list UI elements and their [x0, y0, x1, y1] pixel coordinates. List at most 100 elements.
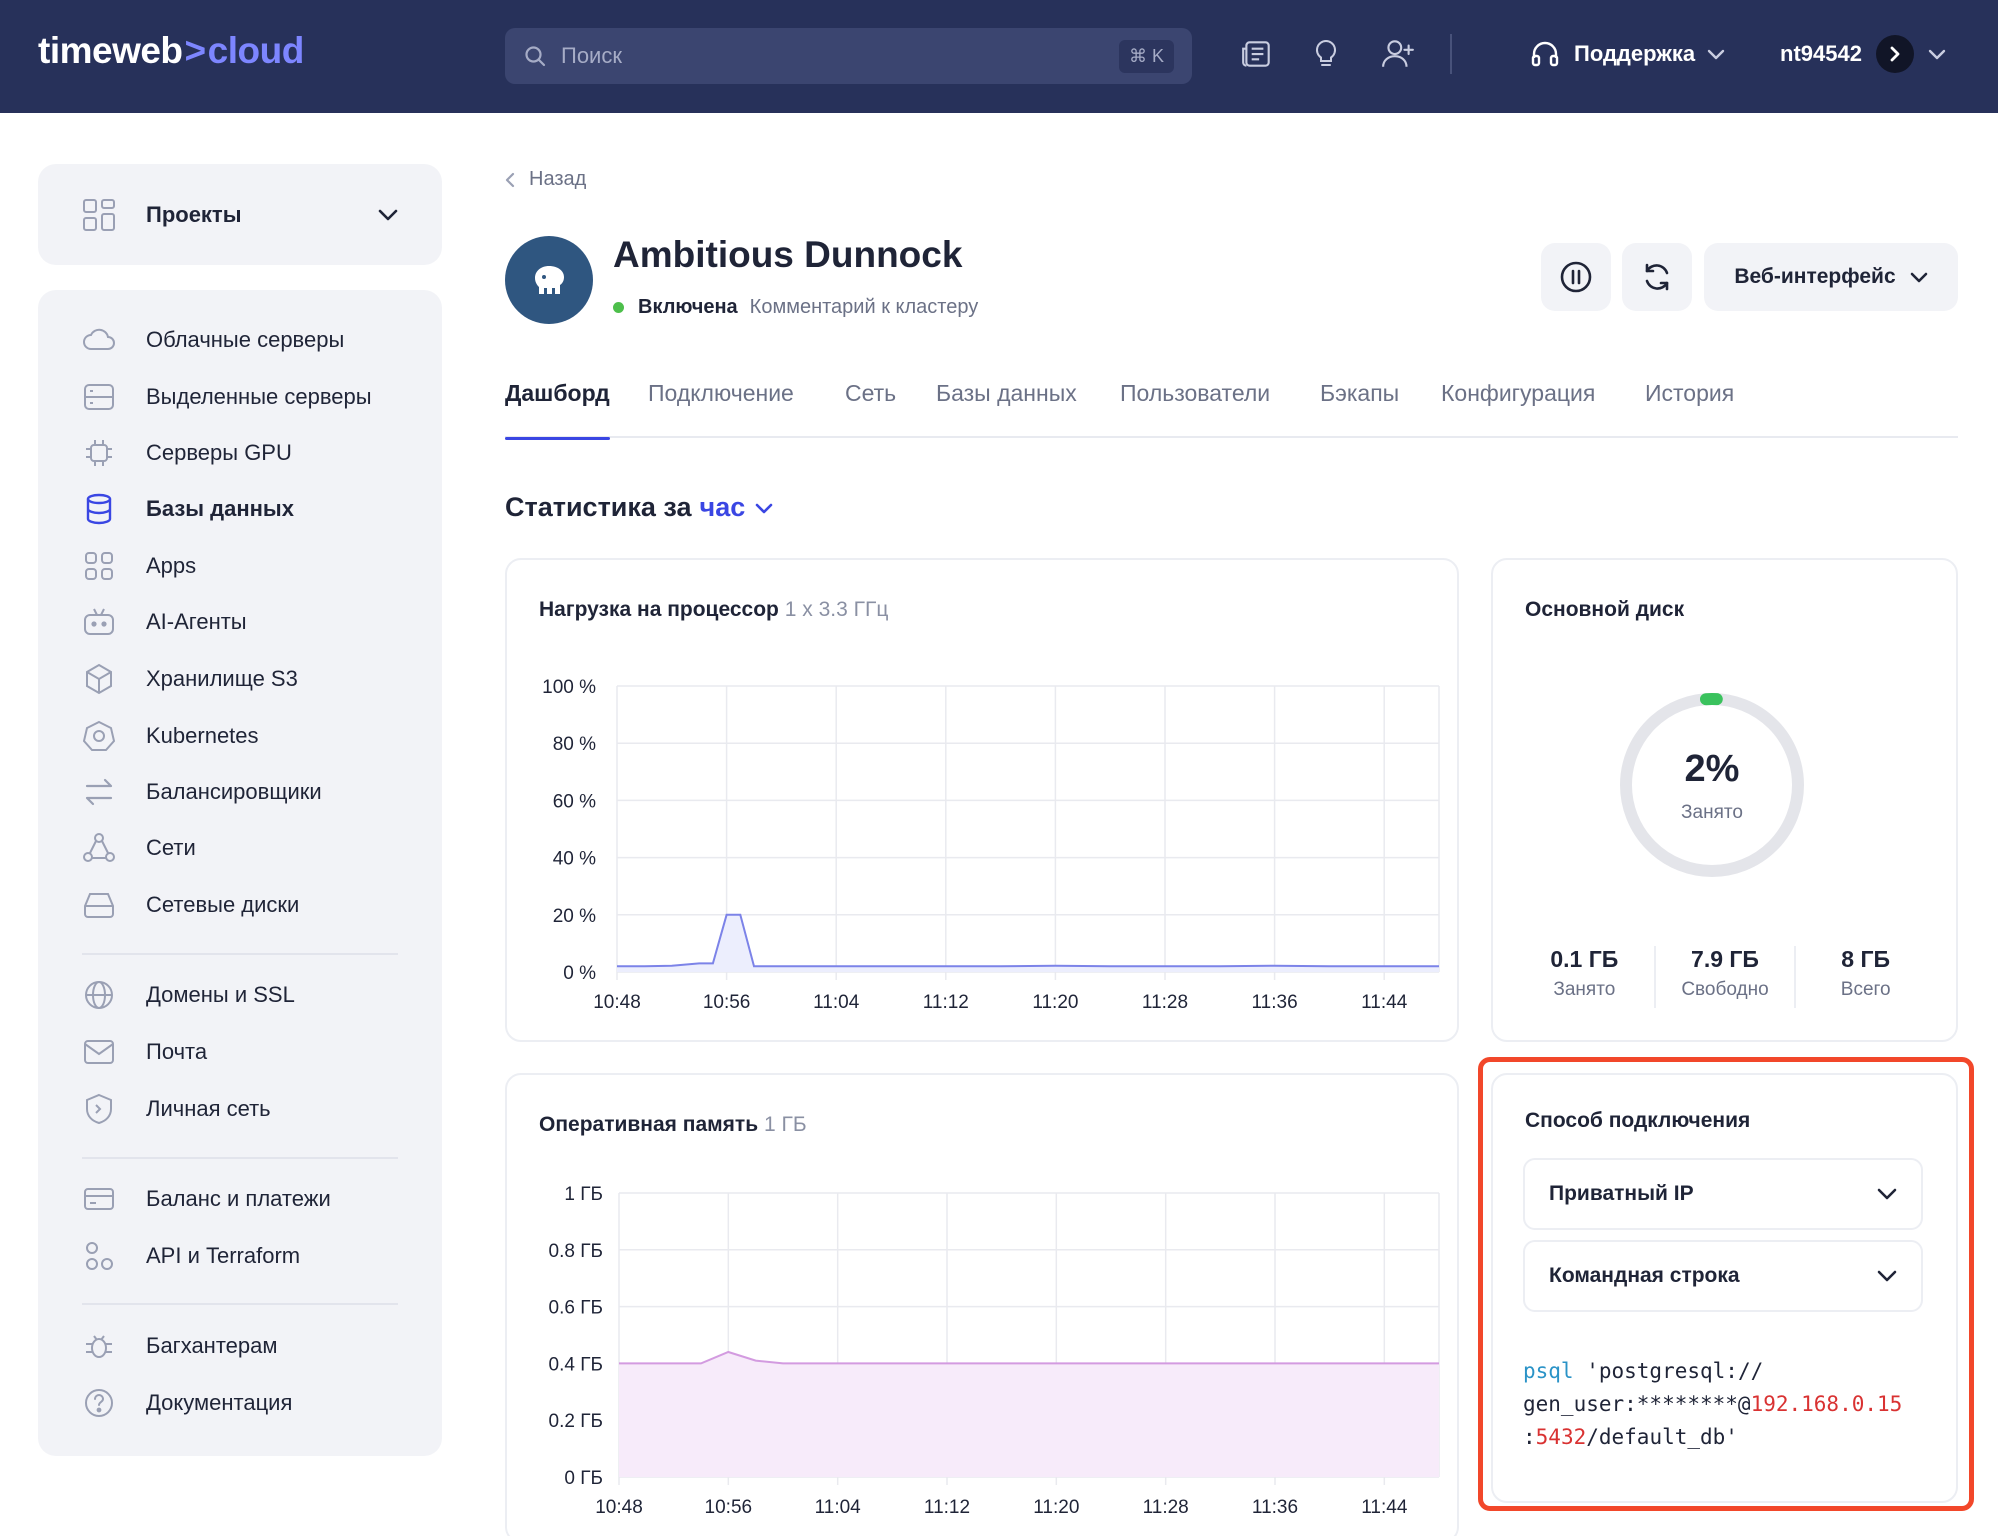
timeweb-cloud-logo[interactable]: timeweb>cloud [38, 30, 304, 72]
ram-card-subtitle: 1 ГБ [763, 1113, 807, 1136]
shield-icon [82, 1092, 116, 1126]
tab-connection[interactable]: Подключение [648, 380, 794, 406]
chevron-left-icon [505, 172, 515, 187]
card-icon [82, 1182, 116, 1216]
database-icon [82, 492, 116, 526]
gpu-chip-icon [82, 436, 116, 470]
search-shortcut-hint: ⌘ K [1118, 39, 1174, 73]
sidebar-item-label: AI-Агенты [146, 609, 247, 634]
sidebar-item-s3-storage[interactable]: Хранилище S3 [82, 659, 412, 699]
sidebar-item-documentation[interactable]: Документация [82, 1383, 412, 1423]
refresh-icon [1645, 263, 1669, 291]
sidebar-item-billing[interactable]: Баланс и платежи [82, 1179, 412, 1219]
sidebar-item-label: Выделенные серверы [146, 384, 372, 409]
sidebar-item-apps[interactable]: Apps [82, 546, 412, 586]
connection-card-title: Способ подключения [1525, 1109, 1751, 1132]
pause-button[interactable] [1541, 243, 1611, 311]
cpu-card-subtitle: 1 x 3.3 ГГц [784, 598, 889, 621]
help-icon [82, 1386, 116, 1420]
chevron-down-icon[interactable] [755, 502, 773, 514]
sidebar-item-private-network[interactable]: Личная сеть [82, 1089, 412, 1129]
support-menu[interactable]: Поддержка [1528, 34, 1725, 74]
disk-total-stat: 8 ГБ Всего [1796, 946, 1935, 1008]
y-tick-label: 0.2 ГБ [549, 1411, 603, 1432]
sidebar-item-dedicated-servers[interactable]: Выделенные серверы [82, 377, 412, 417]
ip-type-select[interactable]: Приватный IP [1523, 1158, 1923, 1230]
postgresql-elephant-icon [505, 236, 593, 324]
disk-card-title: Основной диск [1525, 598, 1685, 621]
logo-chevron: > [184, 30, 207, 71]
chevron-down-icon [1707, 49, 1725, 60]
news-icon[interactable] [1237, 34, 1277, 74]
x-tick-label: 10:56 [703, 992, 751, 1013]
tab-backups[interactable]: Бэкапы [1320, 380, 1400, 406]
command-colon: : [1523, 1425, 1536, 1449]
disk-total-value: 8 ГБ [1841, 946, 1891, 972]
projects-selector[interactable]: Проекты [38, 164, 442, 265]
disk-stats-row: 0.1 ГБ Занято 7.9 ГБ Свободно 8 ГБ Всего [1515, 946, 1935, 1008]
tab-configuration[interactable]: Конфигурация [1441, 380, 1596, 406]
disk-used-stat: 0.1 ГБ Занято [1515, 946, 1656, 1008]
stats-period-selector[interactable]: час [699, 492, 746, 522]
sidebar-item-network-disks[interactable]: Сетевые диски [82, 885, 412, 925]
global-search[interactable]: ⌘ K [505, 28, 1192, 84]
sidebar-item-load-balancers[interactable]: Балансировщики [82, 772, 412, 812]
x-tick-label: 11:28 [1142, 992, 1188, 1013]
x-tick-label: 11:36 [1252, 992, 1298, 1013]
projects-grid-icon [83, 198, 115, 231]
tab-history[interactable]: История [1645, 380, 1735, 406]
bug-icon [82, 1329, 116, 1363]
username-label: nt94542 [1780, 41, 1862, 66]
disk-used-value: 0.1 ГБ [1550, 946, 1619, 972]
tab-databases[interactable]: Базы данных [936, 380, 1077, 406]
sidebar-item-bug-bounty[interactable]: Багхантерам [82, 1326, 412, 1366]
tab-dashboard[interactable]: Дашборд [505, 376, 610, 440]
sidebar-item-domains-ssl[interactable]: Домены и SSL [82, 975, 412, 1015]
sidebar-item-gpu-servers[interactable]: Серверы GPU [82, 433, 412, 473]
sidebar-item-label: Личная сеть [146, 1096, 271, 1121]
disk-usage-label: Занято [1681, 802, 1743, 823]
sidebar-item-mail[interactable]: Почта [82, 1032, 412, 1072]
sidebar-item-cloud-servers[interactable]: Облачные серверы [82, 320, 412, 360]
tab-users[interactable]: Пользователи [1120, 380, 1271, 406]
sidebar-item-label: Облачные серверы [146, 327, 345, 352]
main-disk-card: Основной диск 2% Занято 0.1 ГБ Занято 7.… [1491, 558, 1958, 1042]
sidebar-item-api-terraform[interactable]: API и Terraform [82, 1236, 412, 1276]
sidebar-item-label: Документация [146, 1390, 293, 1415]
disk-usage-ring-fill [1620, 693, 1804, 877]
connection-method-select[interactable]: Командная строка [1523, 1240, 1923, 1312]
cpu-load-chart: 100 % 80 % 60 % 40 % 20 % 0 % 10:48 10:56 11:04 1… [542, 677, 1440, 1013]
x-tick-label: 11:36 [1252, 1497, 1298, 1518]
x-tick-label: 11:44 [1361, 1497, 1408, 1518]
sidebar-item-networks[interactable]: Сети [82, 828, 412, 868]
search-input[interactable] [561, 43, 1119, 69]
sidebar-item-kubernetes[interactable]: Kubernetes [82, 716, 412, 756]
y-tick-label: 0.6 ГБ [549, 1298, 603, 1319]
status-indicator-dot [613, 302, 624, 313]
connection-command[interactable]: psql 'postgresql:// gen_user:********@19… [1523, 1355, 1943, 1454]
sidebar-item-databases[interactable]: Базы данных [82, 489, 412, 529]
x-tick-label: 11:44 [1361, 992, 1408, 1013]
web-interface-button[interactable]: Веб-интерфейс [1704, 243, 1958, 311]
back-label: Назад [529, 168, 587, 190]
cluster-status: Включена Комментарий к кластеру [613, 296, 978, 319]
sidebar-item-label: Базы данных [146, 496, 294, 521]
restart-button[interactable] [1622, 243, 1692, 311]
account-arrow-icon[interactable] [1875, 35, 1914, 73]
lightbulb-icon[interactable] [1306, 34, 1346, 74]
sidebar-item-ai-agents[interactable]: AI-Агенты [82, 602, 412, 642]
ip-type-select-value: Приватный IP [1549, 1182, 1694, 1205]
ram-card-title: Оперативная память 1 ГБ [539, 1113, 807, 1137]
add-user-icon[interactable] [1378, 34, 1418, 74]
account-menu[interactable]: nt94542 [1780, 34, 1946, 74]
back-link[interactable]: Назад [505, 168, 586, 191]
tab-network[interactable]: Сеть [845, 380, 897, 406]
logo-main-text: timeweb [38, 30, 183, 71]
pause-icon [1560, 261, 1592, 293]
sidebar-item-label: Apps [146, 553, 197, 578]
command-credentials: gen_user:********@ [1523, 1392, 1751, 1416]
sidebar-item-label: Домены и SSL [146, 982, 295, 1007]
y-tick-label: 0 % [563, 963, 596, 984]
page-title: Ambitious Dunnock [613, 234, 963, 275]
cluster-comment-link[interactable]: Комментарий к кластеру [749, 296, 979, 318]
